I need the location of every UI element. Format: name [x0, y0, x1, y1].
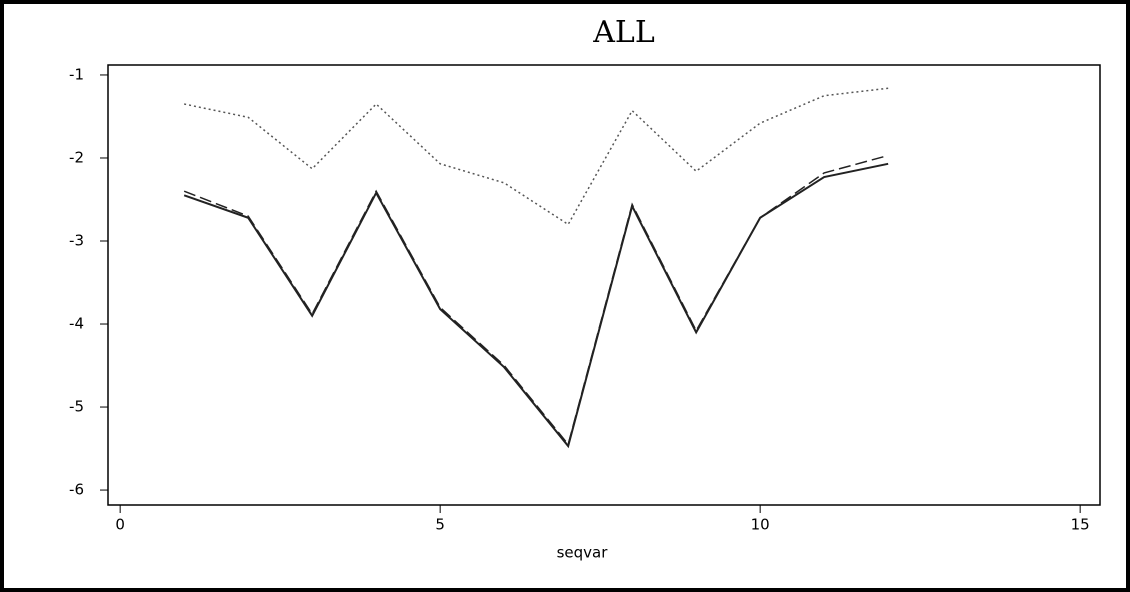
series-line [183, 162, 889, 449]
plot-frame [107, 64, 1101, 506]
y-tick-label: -2 [69, 148, 84, 166]
y-tick-label: -6 [69, 481, 84, 499]
x-tick-label: 0 [115, 516, 125, 534]
y-tick-label: -1 [69, 65, 84, 83]
y-tick-label: -3 [69, 232, 84, 250]
y-tick-label: -5 [69, 398, 84, 416]
y-tick-label: -4 [69, 315, 84, 333]
x-tick-label: 15 [1071, 516, 1090, 534]
x-tick-label: 10 [751, 516, 770, 534]
x-axis-label: seqvar [557, 544, 609, 562]
series-line [184, 87, 889, 226]
x-tick-label: 5 [435, 516, 445, 534]
chart-title: ALL [592, 15, 655, 50]
